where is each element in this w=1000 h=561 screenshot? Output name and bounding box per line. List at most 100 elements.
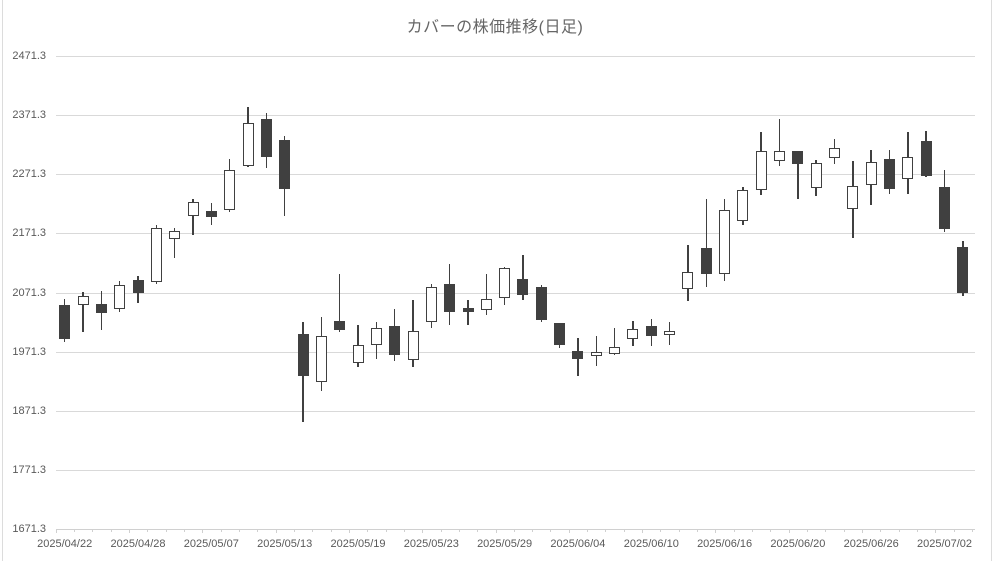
candle-body-up	[169, 231, 181, 239]
candle-wick	[467, 300, 469, 325]
candle-wick	[522, 255, 524, 301]
axis-tick	[532, 529, 534, 532]
gridline	[56, 292, 975, 294]
x-axis-label: 2025/06/20	[770, 538, 826, 550]
candle-body-up	[829, 148, 841, 159]
candle-body-up	[719, 209, 731, 274]
candle-body-down	[700, 247, 712, 275]
axis-tick	[312, 529, 314, 532]
x-axis-label: 2025/05/29	[477, 538, 533, 550]
axis-tick	[898, 529, 900, 532]
candle-body-up	[480, 299, 492, 310]
candle-body-up	[187, 201, 199, 216]
candle-body-down	[920, 141, 932, 177]
axis-tick	[367, 529, 369, 532]
chart-border-left	[2, 0, 3, 561]
axis-tick	[403, 529, 405, 532]
candle-body-down	[297, 333, 309, 376]
y-axis-label: 2171.3	[12, 227, 46, 240]
candle-body-up	[315, 335, 327, 382]
candle-body-up	[352, 344, 364, 363]
x-axis-label: 2025/05/19	[330, 538, 386, 550]
candle-body-down	[884, 159, 895, 189]
candle-body-up	[682, 272, 694, 289]
axis-tick	[605, 529, 607, 532]
axis-tick	[385, 529, 387, 532]
chart-title: カバーの株価推移(日足)	[406, 19, 584, 36]
axis-tick	[953, 529, 955, 532]
gridline	[56, 469, 975, 471]
candle-body-up	[627, 328, 639, 339]
x-axis-label: 2025/05/23	[403, 538, 459, 550]
axis-tick	[477, 529, 479, 532]
axis-tick	[917, 529, 918, 532]
candle-body-down	[645, 326, 657, 336]
candle-body-down	[462, 307, 474, 313]
gridline	[56, 351, 975, 353]
gridline	[56, 174, 975, 176]
candle-wick	[338, 274, 341, 332]
candle-body-down	[572, 350, 584, 360]
x-axis-label: 2025/07/02	[916, 538, 973, 550]
candle-body-up	[590, 351, 602, 356]
candle-body-down	[792, 151, 804, 164]
candle-body-down	[554, 323, 566, 345]
candle-wick	[778, 118, 781, 167]
candle-body-down	[260, 119, 272, 157]
y-axis-label: 2471.3	[12, 50, 46, 62]
x-axis-label: 2025/06/26	[843, 538, 899, 550]
axis-tick	[440, 529, 442, 532]
axis-tick	[568, 529, 570, 533]
axis-tick	[257, 529, 259, 532]
candle-body-up	[865, 162, 877, 186]
x-axis-label: 2025/06/16	[697, 538, 753, 550]
x-axis-label: 2025/06/10	[623, 538, 679, 550]
candle-body-down	[59, 305, 71, 339]
axis-tick	[128, 529, 130, 533]
candle-body-up	[847, 185, 859, 210]
x-axis-label: 2025/04/28	[110, 538, 166, 550]
axis-tick	[935, 529, 937, 533]
candle-body-up	[499, 267, 511, 299]
candle-body-up	[425, 286, 437, 323]
x-axis-label: 2025/04/22	[37, 538, 93, 550]
x-axis-label: 2025/06/04	[550, 538, 606, 550]
candle-body-down	[444, 283, 456, 313]
candle-wick	[192, 198, 194, 236]
axis-tick	[550, 529, 552, 532]
axis-tick	[495, 529, 497, 533]
axis-tick	[348, 529, 350, 533]
axis-tick	[880, 529, 882, 532]
axis-tick	[330, 529, 332, 532]
x-axis-label: 2025/05/07	[183, 538, 239, 550]
axis-tick	[73, 529, 75, 532]
axis-tick	[862, 529, 864, 533]
candle-body-down	[939, 187, 950, 229]
candle-body-up	[77, 296, 89, 306]
candle-body-up	[902, 157, 914, 179]
axis-tick	[92, 529, 94, 532]
candle-wick	[595, 335, 598, 367]
axis-tick	[678, 529, 680, 532]
candle-body-up	[407, 331, 419, 361]
candle-body-down	[95, 303, 107, 313]
candle-wick	[705, 198, 708, 287]
chart-border-right	[991, 0, 992, 561]
candle-body-down	[957, 246, 969, 293]
axis-tick	[715, 529, 717, 533]
axis-tick	[422, 529, 424, 533]
gridline	[56, 115, 975, 117]
axis-tick	[642, 529, 644, 533]
axis-tick	[147, 529, 149, 532]
y-axis-label: 1971.3	[12, 345, 46, 358]
y-axis-label: 2271.3	[12, 168, 46, 181]
candle-body-down	[334, 321, 346, 330]
axis-tick	[972, 529, 973, 532]
axis-tick	[843, 529, 845, 532]
y-axis-label: 1771.3	[12, 463, 46, 476]
axis-tick	[458, 529, 460, 532]
axis-tick	[183, 529, 185, 532]
y-axis-label: 1671.3	[12, 523, 46, 535]
candle-body-up	[664, 331, 676, 335]
